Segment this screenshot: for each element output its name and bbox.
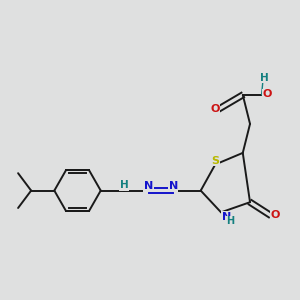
Text: N: N xyxy=(169,181,178,191)
Text: O: O xyxy=(211,104,220,114)
Text: O: O xyxy=(262,89,272,99)
Text: H: H xyxy=(260,73,269,82)
Text: H: H xyxy=(226,216,235,226)
Text: O: O xyxy=(270,210,280,220)
Text: S: S xyxy=(211,156,219,166)
Text: H: H xyxy=(119,180,128,190)
Text: N: N xyxy=(222,212,231,222)
Text: N: N xyxy=(144,181,153,191)
